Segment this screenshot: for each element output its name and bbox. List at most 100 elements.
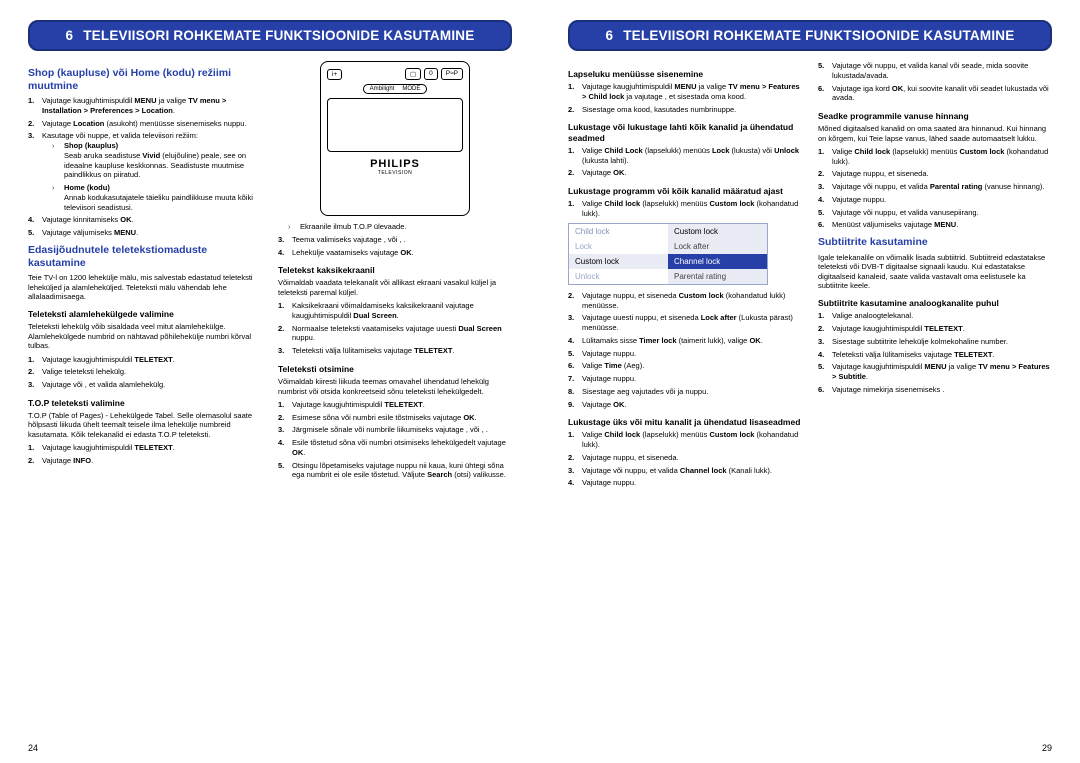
sub-parental-rating: Seadke programmile vanuse hinnang [818,111,1052,121]
menu-cell: Custom lock [668,224,767,239]
list-item: Vajutage Location (asukoht) menüüsse sis… [28,119,262,129]
list-item: Esimese sõna või numbri esile tõstmiseks… [278,413,512,423]
list-item: Vajutage või nuppu, et valida vanusepiir… [818,208,1052,218]
list-item: Kaksikekraani võimaldamiseks kaksikekraa… [278,301,512,321]
p24-col1: Shop (kaupluse) või Home (kodu) režiimi … [28,61,262,483]
sub-teletext-search: Teleteksti otsimine [278,364,512,374]
body-text: Mõned digitaalsed kanalid on oma saated … [818,124,1052,143]
list-item: Normaalse teleteksti vaatamiseks vajutag… [278,324,512,344]
menu-cell: Lock [569,239,668,254]
list-item: Vajutage nuppu. [818,195,1052,205]
info-icon: i+ [327,69,342,80]
list-item: Teleteksti välja lülitamiseks vajutage T… [818,350,1052,360]
list-item: Vajutage OK. [568,168,802,178]
banner-title: TELEVIISORI ROHKEMATE FUNKTSIOONIDE KASU… [623,28,1014,43]
list-item: Vajutage või nuppu, et valida kanal või … [818,61,1052,81]
banner-title: TELEVIISORI ROHKEMATE FUNKTSIOONIDE KASU… [83,28,474,43]
swap-icon: P≈P [441,68,463,80]
menu-cell: Channel lock [668,254,767,269]
list-item: Vajutage väljumiseks MENU. [28,228,262,238]
sec-teletext-adv: Edasijõudnutele teletekstiomaduste kasut… [28,244,262,269]
sub-lock-timed: Lukustage programm või kõik kanalid määr… [568,186,802,196]
list-item: Shop (kauplus)Seab aruka seadistuse Vivi… [56,141,262,180]
zero-icon: 0 [424,68,438,80]
banner-left: 6 TELEVIISORI ROHKEMATE FUNKTSIOONIDE KA… [28,20,512,51]
list-item: Home (kodu)Annab kodukasutajatele täieli… [56,183,262,212]
list-item: Vajutage kaugjuhtimispuldil TELETEXT. [28,355,262,365]
brand-sublabel: TELEVISION [327,170,463,176]
brand-label: PHILIPS [327,158,463,170]
list-item: Vajutage nuppu. [568,478,802,488]
list-item: Järgmisele sõnale või numbrile liikumise… [278,425,512,435]
menu-cell: Parental rating [668,269,767,284]
p24-col2: i+ ▢ 0 P≈P AmbilightMODE PHILIPS TELEVIS… [278,61,512,483]
remote-screen [327,98,463,152]
list-item: Vajutage kaugjuhtimispuldil MENU ja vali… [28,96,262,116]
sub-subtitles-analog: Subtiitrite kasutamine analoogkanalite p… [818,298,1052,308]
list-item: Teleteksti välja lülitamiseks vajutage T… [278,346,512,356]
list-item: Vajutage nuppu. [568,374,802,384]
list-item: Sisestage subtiitrite lehekülje kolmekoh… [818,337,1052,347]
list-item: Lehekülje vaatamiseks vajutage OK. [278,248,512,258]
tv-icon: ▢ [405,68,421,80]
list-item: Valige Child lock (lapselukk) menüüs Cus… [818,147,1052,167]
list-item: Vajutage iga kord OK, kui soovite kanali… [818,84,1052,104]
list-item: Vajutage kaugjuhtimispuldil TELETEXT. [28,443,262,453]
sub-dualscreen: Teletekst kaksikekraanil [278,265,512,275]
menu-cell: Lock after [668,239,767,254]
childlock-menu: Child lockCustom lock LockLock after Cus… [568,223,768,285]
list-item: Vajutage nuppu, et siseneda. [818,169,1052,179]
sec-shop-home: Shop (kaupluse) või Home (kodu) režiimi … [28,67,262,92]
body-text: T.O.P (Table of Pages) - Lehekülgede Tab… [28,411,262,439]
list-item: Sisestage aeg vajutades või ja nuppu. [568,387,802,397]
sub-teletext-subpages: Teleteksti alamlehekülgede valimine [28,309,262,319]
sub-lock-channels: Lukustage üks või mitu kanalit ja ühenda… [568,417,802,427]
menu-cell: Unlock [569,269,668,284]
list-item: Vajutage kaugjuhtimispuldil MENU ja vali… [568,82,802,102]
list-item: Valige Child lock (lapselukk) menüüs Cus… [568,199,802,219]
sec-subtitles: Subtiitrite kasutamine [818,236,1052,249]
banner-num: 6 [66,28,74,43]
list-item: Vajutage nuppu, et siseneda Custom lock … [568,291,802,311]
list-item: Vajutage või nuppu, et valida Parental r… [818,182,1052,192]
list-item: Vajutage OK. [568,400,802,410]
p29-col1: Lapseluku menüüsse sisenemine Vajutage k… [568,61,802,491]
list-item: Valige analoogtelekanal. [818,311,1052,321]
list-item: Otsingu lõpetamiseks vajutage nuppu nii … [278,461,512,481]
list-item: Vajutage kaugjuhtimispuldil TELETEXT. [278,400,512,410]
list-item: Esile tõstetud sõna või numbri otsimisek… [278,438,512,458]
body-text: Teie TV-l on 1200 lehekülje mälu, mis sa… [28,273,262,301]
list-item: Teema valimiseks vajutage , või , . [278,235,512,245]
list-item: Vajutage kinnitamiseks OK. [28,215,262,225]
list-item: Vajutage uuesti nuppu, et siseneda Lock … [568,313,802,333]
list-item: Valige teleteksti lehekülg. [28,367,262,377]
page-number: 29 [1042,743,1052,753]
p29-col2: Vajutage või nuppu, et valida kanal või … [818,61,1052,491]
page-number: 24 [28,743,38,753]
ambilight-button: AmbilightMODE [363,84,428,94]
body-text: Teleteksti lehekülg võib sisaldada veel … [28,322,262,350]
sub-top-teletext: T.O.P teleteksti valimine [28,398,262,408]
list-item: Vajutage nimekirja sisenemiseks . [818,385,1052,395]
banner-num: 6 [606,28,614,43]
list-item: Lülitamaks sisse Timer lock (taimerit lu… [568,336,802,346]
sub-lock-all: Lukustage või lukustage lahti kõik kanal… [568,122,802,142]
list-item: Vajutage kaugjuhtimispuldil TELETEXT. [818,324,1052,334]
list-item: Vajutage või nuppu, et valida Channel lo… [568,466,802,476]
list-item: Vajutage kaugjuhtimispuldil MENU ja vali… [818,362,1052,382]
page-left: 6 TELEVIISORI ROHKEMATE FUNKTSIOONIDE KA… [0,0,540,763]
list-item: Menüüst väljumiseks vajutage MENU. [818,220,1052,230]
list-item: Vajutage INFO. [28,456,262,466]
body-text: Võimaldab vaadata telekanalit või allika… [278,278,512,297]
body-text: Igale telekanalile on võimalik lisada su… [818,253,1052,291]
body-text: Võimaldab kiiresti liikuda teemas omavah… [278,377,512,396]
list-item: Valige Child lock (lapselukk) menüüs Cus… [568,430,802,450]
list-item: Ekraanile ilmub T.O.P ülevaade. [292,222,512,232]
banner-right: 6 TELEVIISORI ROHKEMATE FUNKTSIOONIDE KA… [568,20,1052,51]
list-item: Valige Time (Aeg). [568,361,802,371]
list-item: Vajutage või , et valida alamlehekülg. [28,380,262,390]
list-item: Sisestage oma kood, kasutades numbrinupp… [568,105,802,115]
menu-cell: Custom lock [569,254,668,269]
sub-childlock-enter: Lapseluku menüüsse sisenemine [568,69,802,79]
list-item: Vajutage nuppu. [568,349,802,359]
